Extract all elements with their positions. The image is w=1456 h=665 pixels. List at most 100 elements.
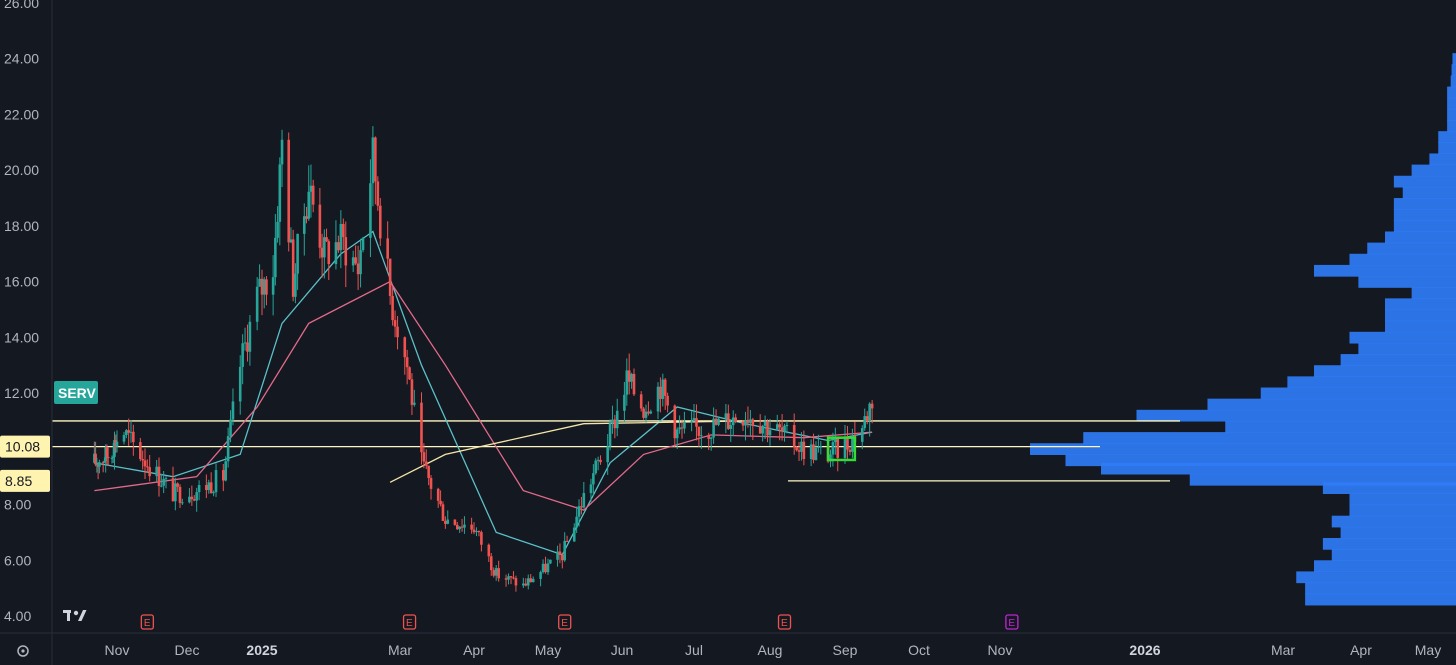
candle xyxy=(325,228,328,243)
candle-body xyxy=(327,241,331,265)
candle xyxy=(101,460,105,473)
earnings-marker[interactable]: E xyxy=(402,614,417,630)
x-axis[interactable]: Nov Dec 2025 Mar Apr May Jun Jul Aug Sep Oct Nov 202… xyxy=(105,642,1442,658)
candle-body xyxy=(164,478,168,480)
volume-profile-bar xyxy=(1083,432,1456,444)
earnings-marker[interactable]: E xyxy=(140,614,154,630)
candle xyxy=(780,414,784,441)
candle xyxy=(580,496,583,515)
candle-body xyxy=(441,504,445,521)
volume-profile-bar xyxy=(1411,287,1456,299)
candle xyxy=(673,404,677,447)
candle xyxy=(359,238,362,288)
candle-body xyxy=(146,466,149,468)
y-axis[interactable]: 4.00 6.00 8.00 12.00 14.00 16.00 18.00 20.00 22.… xyxy=(4,0,39,624)
candle xyxy=(403,336,407,375)
candle xyxy=(294,263,297,304)
volume-profile-bar xyxy=(1447,86,1456,99)
candle xyxy=(155,459,158,482)
volume-profile-bar xyxy=(1385,320,1456,333)
earnings-marker[interactable]: E xyxy=(777,614,792,630)
candle xyxy=(391,286,394,326)
candle-body xyxy=(460,526,464,528)
candle-body xyxy=(408,367,411,380)
candle-body xyxy=(371,137,375,184)
volume-profile-bar xyxy=(1314,365,1456,377)
candle xyxy=(405,349,409,385)
candle-body xyxy=(103,461,106,463)
earnings-marker-box xyxy=(402,614,417,630)
candle-body xyxy=(834,438,837,443)
x-tick-label: Mar xyxy=(388,642,412,658)
earnings-marker-box xyxy=(140,614,154,630)
y-tick-label: 20.00 xyxy=(4,162,39,178)
candle xyxy=(608,419,612,451)
candle xyxy=(524,578,528,587)
candle xyxy=(110,455,114,464)
y-tick-label: 8.00 xyxy=(4,497,31,513)
candle-body xyxy=(386,238,389,259)
candle xyxy=(575,506,578,533)
candle-body xyxy=(453,519,457,525)
candle xyxy=(795,445,798,452)
candle-body xyxy=(709,437,713,439)
candle xyxy=(783,423,786,442)
candle xyxy=(396,315,399,350)
x-tick-label: 2026 xyxy=(1129,642,1160,658)
candle xyxy=(522,577,525,589)
candle xyxy=(758,414,762,434)
candle-body xyxy=(243,342,247,344)
candle xyxy=(472,522,476,535)
candle xyxy=(792,413,796,455)
candle-body xyxy=(860,428,864,442)
price-tag-label: 10.08 xyxy=(5,439,40,455)
candle-body xyxy=(623,394,626,411)
volume-profile-bar xyxy=(1331,515,1456,528)
candle xyxy=(529,574,533,583)
candle xyxy=(661,373,665,407)
settings-icon[interactable] xyxy=(17,645,29,657)
candle-body xyxy=(504,578,508,580)
candle xyxy=(342,218,345,250)
volume-profile-bar xyxy=(1340,354,1456,366)
candle xyxy=(761,424,764,442)
candle xyxy=(477,530,481,537)
candle xyxy=(565,535,569,543)
candle-body xyxy=(214,470,218,493)
candle-body xyxy=(369,183,372,238)
y-tick-label: 4.00 xyxy=(4,608,31,624)
candle-body xyxy=(344,237,348,266)
candle xyxy=(627,353,631,395)
candle-body xyxy=(188,496,191,503)
candle xyxy=(695,404,698,441)
y-tick-label: 12.00 xyxy=(4,385,39,401)
candle xyxy=(666,392,669,413)
candle-body xyxy=(768,430,772,436)
earnings-marker[interactable]: E xyxy=(1005,614,1019,630)
candle xyxy=(623,381,626,423)
earnings-marker[interactable]: E xyxy=(558,614,572,630)
candle xyxy=(558,543,562,564)
candle-body xyxy=(311,185,315,205)
candle xyxy=(714,409,718,426)
volume-profile-bar xyxy=(1207,398,1456,411)
candle-body xyxy=(577,506,581,517)
candle-body xyxy=(351,257,355,266)
candle xyxy=(302,203,306,256)
candle-body xyxy=(632,373,636,395)
candle xyxy=(393,310,397,338)
candle-body xyxy=(541,563,545,573)
candle-body xyxy=(477,530,481,533)
candle-body xyxy=(707,435,711,439)
earnings-marker-box xyxy=(558,614,572,630)
candle-body xyxy=(843,438,847,458)
volume-profile-bar xyxy=(1305,582,1456,595)
candle-body xyxy=(758,425,762,434)
volume-profile-bar xyxy=(1447,97,1456,110)
candle-body xyxy=(606,446,609,463)
volume-profile-bar xyxy=(1385,231,1456,244)
candle-body xyxy=(611,419,614,424)
candle xyxy=(309,164,313,218)
